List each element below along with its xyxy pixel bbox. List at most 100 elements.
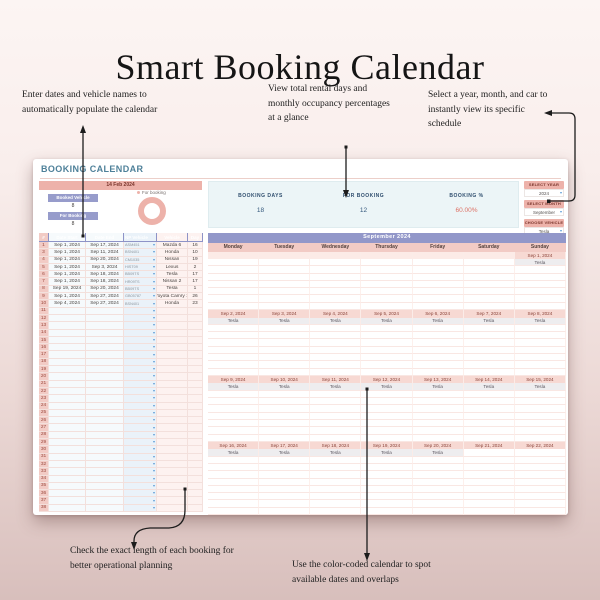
booked-vehicle-value[interactable]: 8 [71,203,75,209]
cell-vehicle[interactable] [157,439,188,447]
cell-vehicle[interactable] [157,314,188,323]
cell-vehicle[interactable]: Nissan 2 [157,278,188,286]
cell-day[interactable] [188,329,203,337]
cell-np-vehicle-dropdown[interactable]: ▾ [124,322,157,330]
cell-date-start[interactable]: Sep 1, 2024 [49,271,86,279]
cell-np-vehicle-dropdown[interactable]: ▾ [124,344,157,352]
cell-day[interactable]: 23 [188,300,203,308]
cell-vehicle[interactable]: Toyota Camry 1 [157,293,188,301]
cell-day[interactable]: 17 [188,271,203,279]
cell-np-vehicle-dropdown[interactable]: ▾ [124,468,157,476]
cell-vehicle[interactable] [157,322,188,330]
cell-date-start[interactable]: Sep 19, 2024 [49,285,86,294]
cell-date-end[interactable] [86,344,124,352]
cell-day[interactable] [188,460,203,469]
cell-np-vehicle-dropdown[interactable]: ▾ [124,453,157,461]
cell-np-vehicle-dropdown[interactable]: ▾ [124,431,157,440]
cell-vehicle[interactable] [157,460,188,469]
cell-date-start[interactable] [49,453,86,461]
cell-date-start[interactable] [49,314,86,323]
cell-date-start[interactable] [49,490,86,498]
cell-date-end[interactable] [86,468,124,476]
select-month-dropdown[interactable]: September ▾ [524,208,564,216]
cell-day[interactable] [188,344,203,352]
cell-vehicle[interactable]: Honda [157,300,188,308]
cell-day[interactable] [188,380,203,388]
cell-np-vehicle-dropdown[interactable]: CM1035 ▾ [124,256,157,264]
cell-date-start[interactable] [49,307,86,315]
cell-date-end[interactable] [86,402,124,410]
cell-date-start[interactable]: Sep 1, 2024 [49,249,86,257]
cell-date-end[interactable] [86,504,124,512]
cell-np-vehicle-dropdown[interactable]: BB09TS ▾ [124,271,157,279]
cell-date-start[interactable] [49,344,86,352]
cell-date-end[interactable] [86,366,124,374]
cell-day[interactable]: 26 [188,293,203,301]
cell-vehicle[interactable] [157,431,188,440]
cell-date-end[interactable] [86,482,124,491]
cell-date-end[interactable] [86,490,124,498]
cell-day[interactable] [188,322,203,330]
cell-vehicle[interactable] [157,380,188,388]
cell-np-vehicle-dropdown[interactable]: HR09TS ▾ [124,278,157,286]
cell-vehicle[interactable]: Tesla [157,271,188,279]
cell-date-start[interactable] [49,482,86,491]
cell-np-vehicle-dropdown[interactable]: ▾ [124,490,157,498]
cell-date-start[interactable] [49,424,86,432]
cell-day[interactable] [188,439,203,447]
cell-date-end[interactable] [86,497,124,505]
cell-vehicle[interactable]: Tesla [157,285,188,294]
cell-np-vehicle-dropdown[interactable]: HIST09 ▾ [124,263,157,272]
cell-vehicle[interactable] [157,329,188,337]
cell-vehicle[interactable]: Honda [157,249,188,257]
cell-day[interactable]: 2 [188,263,203,272]
cell-day[interactable] [188,402,203,410]
cell-vehicle[interactable] [157,351,188,359]
cell-np-vehicle-dropdown[interactable]: GB05787 ▾ [124,293,157,301]
cell-day[interactable] [188,490,203,498]
cell-date-end[interactable]: Sep 27, 2024 [86,300,124,308]
cell-date-start[interactable] [49,446,86,454]
cell-date-end[interactable] [86,424,124,432]
cell-day[interactable] [188,417,203,425]
cell-date-end[interactable] [86,475,124,483]
cell-np-vehicle-dropdown[interactable]: ▾ [124,497,157,505]
cell-date-end[interactable] [86,460,124,469]
cell-vehicle[interactable] [157,344,188,352]
cell-np-vehicle-dropdown[interactable]: BSN401 ▾ [124,300,157,308]
cell-date-start[interactable] [49,387,86,396]
cell-date-start[interactable] [49,504,86,512]
cell-date-start[interactable] [49,497,86,505]
cell-vehicle[interactable] [157,395,188,403]
cell-day[interactable] [188,431,203,440]
cell-np-vehicle-dropdown[interactable]: BSN401 ▾ [124,249,157,257]
cell-vehicle[interactable] [157,453,188,461]
cell-date-end[interactable] [86,446,124,454]
cell-date-end[interactable] [86,387,124,396]
cell-day[interactable]: 16 [188,242,203,250]
cell-date-start[interactable] [49,431,86,440]
cell-np-vehicle-dropdown[interactable]: ▾ [124,417,157,425]
cell-vehicle[interactable] [157,446,188,454]
cell-date-end[interactable] [86,314,124,323]
cell-date-start[interactable] [49,395,86,403]
cell-day[interactable]: 17 [188,278,203,286]
cell-vehicle[interactable] [157,387,188,396]
cell-date-start[interactable] [49,468,86,476]
cell-day[interactable] [188,475,203,483]
cell-np-vehicle-dropdown[interactable]: ▾ [124,380,157,388]
cell-vehicle[interactable] [157,424,188,432]
cell-np-vehicle-dropdown[interactable]: ▾ [124,351,157,359]
cell-date-end[interactable]: Sep 11, 2024 [86,249,124,257]
cell-date-end[interactable]: Sep 20, 2024 [86,256,124,264]
cell-date-start[interactable] [49,358,86,367]
cell-vehicle[interactable]: Lexus [157,263,188,272]
cell-day[interactable] [188,504,203,512]
cell-np-vehicle-dropdown[interactable]: ▾ [124,387,157,396]
cell-date-end[interactable] [86,336,124,345]
cell-day[interactable] [188,409,203,418]
cell-date-start[interactable]: Sep 1, 2024 [49,256,86,264]
cell-np-vehicle-dropdown[interactable]: ▾ [124,409,157,418]
cell-day[interactable] [188,497,203,505]
cell-day[interactable] [188,314,203,323]
